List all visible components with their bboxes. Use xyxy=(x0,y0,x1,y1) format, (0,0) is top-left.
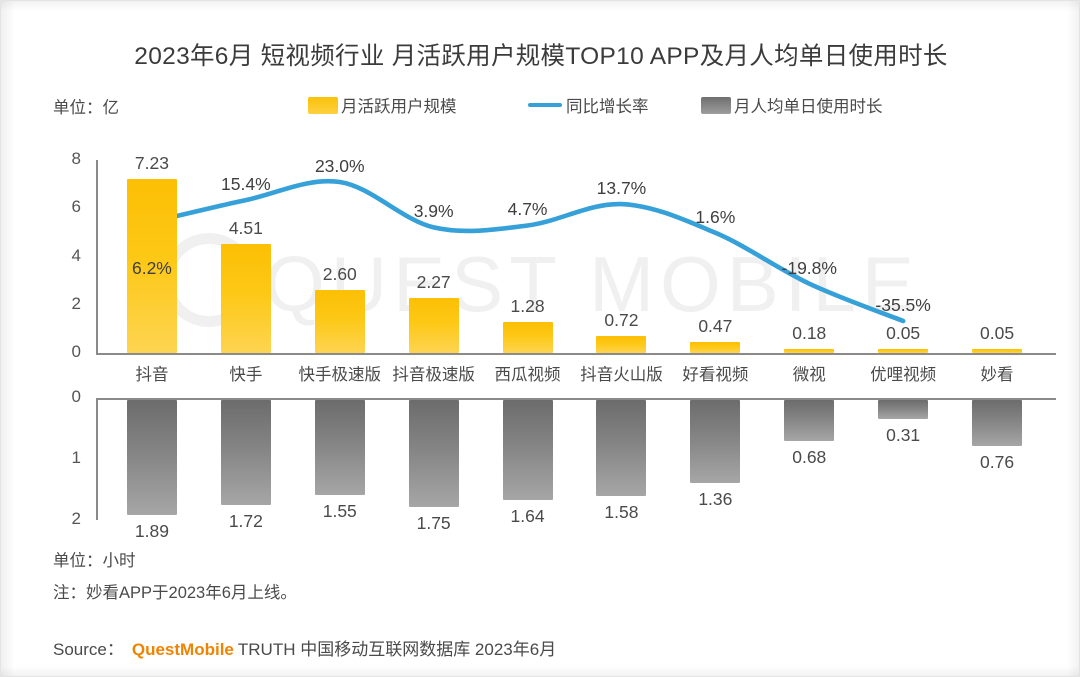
bar-duration-1[interactable] xyxy=(220,400,271,505)
bar-duration-3[interactable] xyxy=(408,400,459,507)
bar-duration-7[interactable] xyxy=(784,400,835,442)
growth-label-0: 6.2% xyxy=(131,257,172,278)
source-brand: QuestMobile xyxy=(131,640,234,659)
unit-label-bottom: 单位：小时 xyxy=(53,552,136,570)
growth-label-5: 13.7% xyxy=(596,178,647,199)
y-tick-bottom-1: 1 xyxy=(71,448,81,467)
category-label-3: 抖音极速版 xyxy=(392,366,475,384)
bar-value-mau-8: 0.05 xyxy=(886,323,921,343)
bar-mau-4[interactable] xyxy=(502,322,553,353)
source-line: Source： QuestMobile TRUTH 中国移动互联网数据库 202… xyxy=(53,635,556,660)
category-label-4: 西瓜视频 xyxy=(494,366,561,384)
y-tick-bottom-2: 2 xyxy=(71,509,81,528)
yellow-square-icon xyxy=(308,96,338,114)
category-label-0: 抖音 xyxy=(135,366,169,384)
bar-value-duration-1: 1.72 xyxy=(228,510,263,531)
bar-value-duration-7: 0.68 xyxy=(792,447,827,468)
growth-label-7: -19.8% xyxy=(781,257,837,278)
bar-mau-2[interactable] xyxy=(314,290,365,353)
y-tick-top-8: 8 xyxy=(71,149,81,168)
bar-mau-0[interactable] xyxy=(126,178,177,353)
bar-mau-8[interactable] xyxy=(878,349,929,353)
legend-item-yoy: 同比增长率 xyxy=(528,93,649,117)
growth-label-1: 15.4% xyxy=(221,174,271,195)
growth-label-8: -35.5% xyxy=(875,295,931,315)
legend-label-mau: 月活跃用户规模 xyxy=(341,98,457,116)
bar-mau-5[interactable] xyxy=(596,335,647,353)
bar-value-duration-3: 1.75 xyxy=(416,512,451,533)
category-label-8: 优哩视频 xyxy=(870,366,937,384)
bar-value-mau-4: 1.28 xyxy=(510,296,545,317)
blue-line-icon xyxy=(528,103,562,107)
y-axis-top xyxy=(96,160,98,353)
growth-label-6: 1.6% xyxy=(695,206,736,227)
legend: 单位：亿 月活跃用户规模 同比增长率 月人均单日使用时长 xyxy=(1,93,1079,119)
bar-value-duration-4: 1.64 xyxy=(510,506,545,527)
category-label-6: 好看视频 xyxy=(682,366,749,384)
bar-duration-9[interactable] xyxy=(972,400,1023,447)
y-tick-top-4: 4 xyxy=(71,245,81,265)
y-tick-top-2: 2 xyxy=(71,293,81,313)
category-label-2: 快手极速版 xyxy=(298,366,382,384)
legend-item-duration: 月人均单日使用时长 xyxy=(701,93,883,117)
bar-value-mau-7: 0.18 xyxy=(792,322,827,343)
bar-value-duration-9: 0.76 xyxy=(980,452,1015,473)
bar-mau-3[interactable] xyxy=(408,298,459,353)
bar-duration-0[interactable] xyxy=(126,400,177,516)
source-prefix: Source： xyxy=(53,640,124,659)
source-rest: TRUTH 中国移动互联网数据库 2023年6月 xyxy=(237,640,557,659)
category-label-7: 微视 xyxy=(792,366,826,384)
growth-label-3: 3.9% xyxy=(413,201,454,222)
bar-mau-9[interactable] xyxy=(972,349,1023,353)
bar-duration-4[interactable] xyxy=(502,400,553,501)
bar-mau-7[interactable] xyxy=(784,348,835,353)
x-axis-top xyxy=(96,353,1056,355)
bar-duration-2[interactable] xyxy=(314,400,365,495)
legend-label-duration: 月人均单日使用时长 xyxy=(734,98,883,116)
growth-label-2: 23.0% xyxy=(314,156,365,176)
bar-value-mau-9: 0.05 xyxy=(980,323,1015,343)
legend-item-mau: 月活跃用户规模 xyxy=(308,93,457,117)
y-tick-top-6: 6 xyxy=(71,197,81,217)
category-label-5: 抖音火山版 xyxy=(580,366,663,384)
legend-label-yoy: 同比增长率 xyxy=(566,98,649,116)
bar-value-mau-5: 0.72 xyxy=(604,309,639,330)
bar-value-duration-8: 0.31 xyxy=(886,424,921,445)
x-axis-bottom xyxy=(96,398,1056,400)
bar-mau-6[interactable] xyxy=(690,341,741,353)
gray-square-icon xyxy=(701,96,731,114)
bar-value-duration-2: 1.55 xyxy=(322,500,357,521)
bar-value-duration-0: 1.89 xyxy=(134,521,169,542)
bar-value-mau-2: 2.60 xyxy=(322,264,357,285)
bar-value-mau-1: 4.51 xyxy=(228,218,263,239)
page-title: 2023年6月 短视频行业 月活跃用户规模TOP10 APP及月人均单日使用时长 xyxy=(134,43,948,70)
bar-value-mau-3: 2.27 xyxy=(416,272,451,293)
category-label-9: 妙看 xyxy=(980,366,1014,384)
bar-value-duration-5: 1.58 xyxy=(604,502,639,523)
y-tick-top-0: 0 xyxy=(71,342,81,361)
bar-duration-6[interactable] xyxy=(690,400,741,483)
y-tick-bottom-0: 0 xyxy=(71,387,81,406)
bar-value-mau-0: 7.23 xyxy=(134,152,169,173)
footnote: 注：妙看APP于2023年6月上线。 xyxy=(53,584,297,602)
unit-label-top: 单位：亿 xyxy=(53,99,119,117)
bar-duration-5[interactable] xyxy=(596,400,647,497)
growth-label-4: 4.7% xyxy=(507,199,548,220)
category-label-1: 快手 xyxy=(229,366,263,384)
bar-duration-8[interactable] xyxy=(878,400,929,419)
bar-mau-1[interactable] xyxy=(220,244,271,353)
y-axis-bottom xyxy=(96,398,98,520)
bar-value-mau-6: 0.47 xyxy=(698,315,733,336)
bar-value-duration-6: 1.36 xyxy=(698,488,733,509)
